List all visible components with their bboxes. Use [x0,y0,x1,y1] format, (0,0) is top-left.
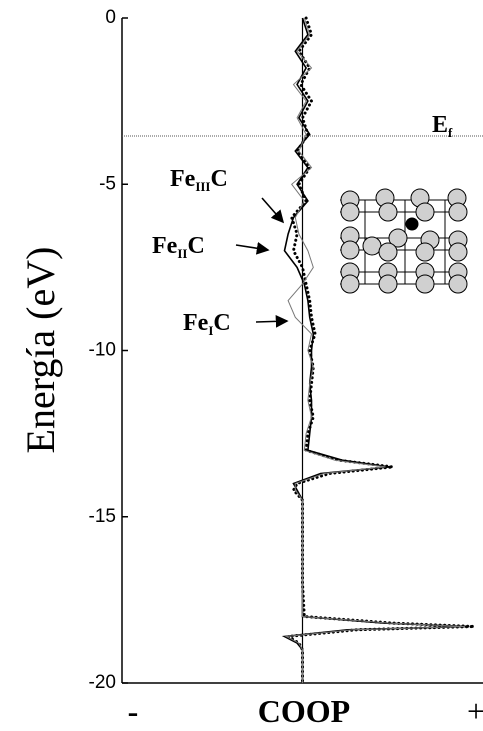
series-label-part: II [177,246,187,261]
x-axis-title: COOP [258,693,350,729]
series-label-part: III [195,179,210,194]
x-end-label: + [467,693,483,729]
fermi-label-part: E [432,112,448,138]
fermi-label: Ef [432,112,453,140]
series-label-part: Fe [152,233,178,259]
y-tick-label: -10 [89,340,116,361]
series-label: FeIIC [152,233,205,261]
series-label-part: C [211,166,228,192]
y-tick-label: -15 [89,506,116,527]
series-label-part: C [213,310,230,336]
chart: Energía (eV) COOP - + 0 -5 -10 -15 -20 Ef FeIC… [0,0,483,731]
x-end-label: - [128,693,139,729]
y-tick-label: 0 [105,7,116,28]
y-tick-label: -20 [89,672,116,693]
series-label-part: Fe [170,166,196,192]
label-arrow [262,198,283,222]
label-arrow [256,321,287,322]
page: {"chart_data": {"type": "line", "y_label… [0,0,483,731]
crystal-inset [340,189,467,293]
y-tick-label: -5 [99,173,116,194]
series-label: FeIIIC [170,166,228,194]
y-axis-title: Energía (eV) [18,247,63,454]
label-arrow [236,245,268,250]
series-label-part: Fe [183,310,209,336]
fermi-label-part: f [448,125,453,140]
series-label-part: C [187,233,204,259]
series-label: FeIC [183,310,231,338]
